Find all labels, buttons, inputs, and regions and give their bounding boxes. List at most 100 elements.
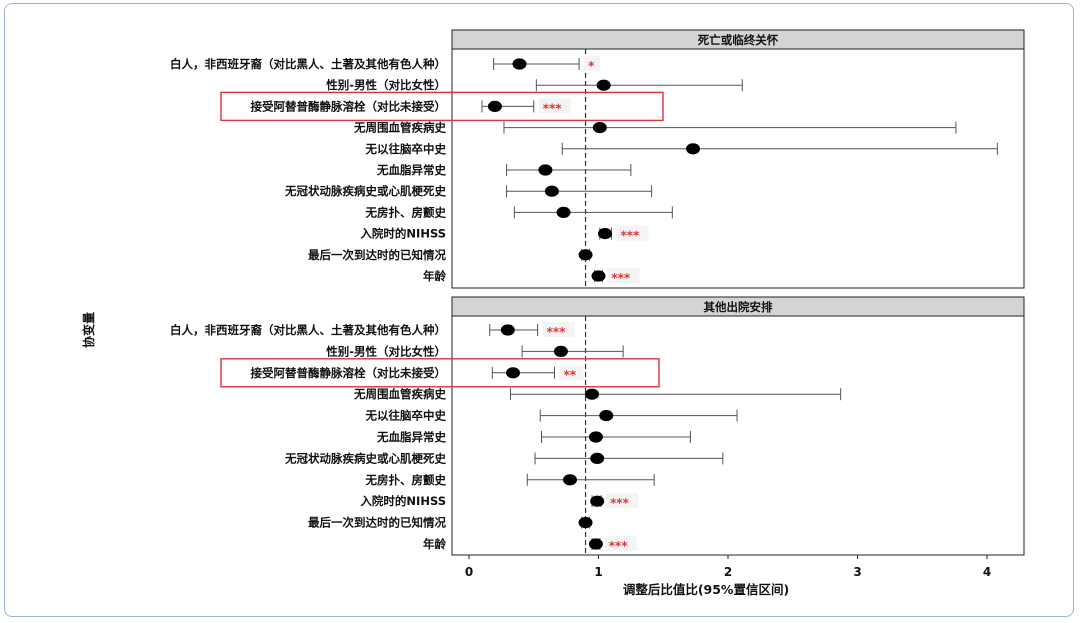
panel-2: 其他出院安排*********** <box>451 296 1025 556</box>
odds-ratio-point <box>592 122 607 134</box>
panel-1: 死亡或临终关怀********** <box>451 29 1025 289</box>
odds-ratio-point <box>556 206 571 218</box>
forest-row: * <box>493 56 601 73</box>
covariate-label: 性别-男性（对比女性） <box>326 344 446 358</box>
odds-ratio-point <box>591 270 606 282</box>
panel-title: 其他出院安排 <box>704 300 773 314</box>
significance-label: *** <box>547 325 567 339</box>
covariate-label: 白人，非西班牙裔（对比黑人、土著及其他有色人种） <box>170 323 446 337</box>
covariate-label: 无血脂异常史 <box>376 163 446 177</box>
covariate-label: 最后一次到达时的已知情况 <box>308 248 446 262</box>
covariate-label: 年龄 <box>423 269 446 283</box>
covariate-label: 无以往脑卒中史 <box>365 409 447 423</box>
odds-ratio-point <box>578 517 593 529</box>
sig-label-bg <box>606 493 639 509</box>
odds-ratio-point <box>596 79 611 91</box>
covariate-label: 无周围血管疾病史 <box>353 121 446 135</box>
forest-row <box>526 473 655 486</box>
panel-frame <box>451 29 1025 289</box>
x-tick-label: 3 <box>853 565 861 579</box>
odds-ratio-point <box>544 185 559 197</box>
forest-row <box>541 431 691 443</box>
sig-label-bg <box>604 536 637 551</box>
covariate-label: 最后一次到达时的已知情况 <box>308 516 446 530</box>
y-axis-label: 协变量 <box>81 312 96 348</box>
x-axis-label: 调整后比值比(95%置信区间) <box>623 582 789 597</box>
covariate-label: 无冠状动脉疾病史或心肌梗死史 <box>284 451 446 465</box>
odds-ratio-point <box>563 474 578 486</box>
significance-label: * <box>588 59 595 73</box>
odds-ratio-point <box>500 324 515 336</box>
odds-ratio-point <box>578 249 593 261</box>
odds-ratio-point <box>590 452 605 464</box>
forest-row: *** <box>590 493 639 510</box>
forest-row: *** <box>591 268 640 285</box>
forest-row <box>534 452 724 465</box>
sig-label-bg <box>607 268 640 283</box>
significance-label: *** <box>610 496 630 510</box>
forest-row: *** <box>489 322 575 339</box>
x-tick-label: 1 <box>594 565 602 579</box>
forest-row <box>578 516 593 529</box>
significance-label: *** <box>620 229 640 243</box>
covariate-label: 接受阿替普酶静脉溶栓（对比未接受） <box>251 99 447 113</box>
significance-label: *** <box>611 271 631 285</box>
significance-label: *** <box>543 101 563 115</box>
covariate-label: 无周围血管疾病史 <box>353 387 446 401</box>
forest-row: ** <box>491 364 584 382</box>
forest-row <box>521 345 624 358</box>
covariate-label: 入院时的NIHSS <box>360 227 446 241</box>
highlight-box <box>220 91 664 122</box>
x-tick-label: 2 <box>724 565 732 579</box>
odds-ratio-point <box>553 345 568 357</box>
x-tick-label: 0 <box>465 565 473 579</box>
forest-row <box>539 409 738 422</box>
covariate-label: 性别-男性（对比女性） <box>326 78 446 92</box>
sig-label-bg <box>616 225 649 241</box>
sig-label-bg <box>538 98 571 114</box>
forest-row <box>578 248 593 261</box>
forest-row: *** <box>481 98 571 115</box>
odds-ratio-point <box>686 143 701 155</box>
forest-row <box>561 142 998 155</box>
sig-label-bg <box>542 322 575 337</box>
panel-title: 死亡或临终关怀 <box>698 33 779 47</box>
forest-row <box>535 79 743 92</box>
covariate-label: 入院时的NIHSS <box>360 494 446 508</box>
x-tick-label: 4 <box>983 565 991 579</box>
panel-strip <box>451 29 1025 50</box>
significance-label: ** <box>563 368 576 382</box>
odds-ratio-point <box>597 228 612 240</box>
odds-ratio-point <box>590 495 605 507</box>
forest-row <box>513 206 673 219</box>
forest-row <box>503 121 957 134</box>
forest-row <box>506 164 632 176</box>
forest-row <box>509 388 842 401</box>
odds-ratio-point <box>588 538 603 550</box>
forest-row: *** <box>588 536 637 553</box>
covariate-label: 白人，非西班牙裔（对比黑人、土著及其他有色人种） <box>170 57 446 71</box>
odds-ratio-point <box>538 164 553 176</box>
odds-ratio-point <box>506 367 521 379</box>
figure-frame <box>4 3 1074 617</box>
covariate-label: 接受阿替普酶静脉溶栓（对比未接受） <box>251 366 447 380</box>
covariate-label: 年龄 <box>423 537 446 551</box>
sig-label-bg <box>584 56 601 71</box>
covariate-label: 无冠状动脉疾病史或心肌梗死史 <box>284 184 446 198</box>
significance-label: *** <box>609 539 629 553</box>
covariate-label: 无血脂异常史 <box>376 430 446 444</box>
panel-frame <box>451 296 1025 556</box>
covariate-label: 无房扑、房颤史 <box>365 205 447 219</box>
covariate-label: 无以往脑卒中史 <box>365 142 447 156</box>
forest-row <box>506 185 653 198</box>
odds-ratio-point <box>512 58 527 70</box>
panel-strip <box>451 296 1025 317</box>
highlight-box <box>220 358 660 388</box>
covariate-label: 无房扑、房颤史 <box>365 473 447 487</box>
odds-ratio-point <box>599 410 614 422</box>
odds-ratio-point <box>585 388 600 400</box>
sig-label-bg <box>559 364 584 380</box>
odds-ratio-point <box>487 100 502 112</box>
forest-row: *** <box>597 225 649 243</box>
